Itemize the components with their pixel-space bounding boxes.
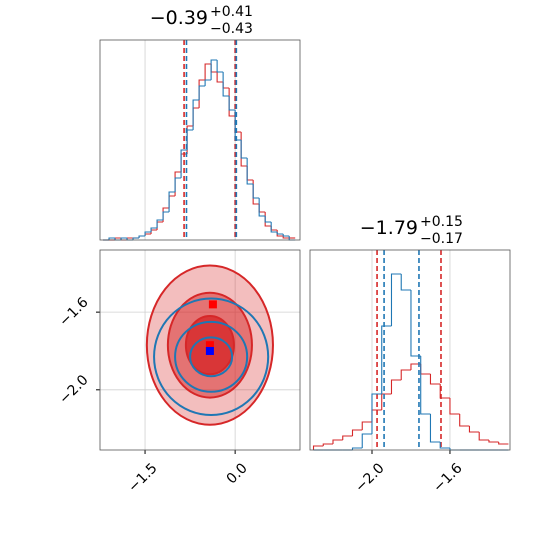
histogram-step <box>420 356 431 415</box>
histogram-step <box>381 325 392 394</box>
histogram-step <box>228 96 236 111</box>
histogram-step <box>322 443 334 446</box>
histogram-step <box>478 432 489 441</box>
histogram-step <box>198 85 206 100</box>
contour-level <box>189 336 234 378</box>
histogram-step <box>282 236 290 239</box>
histogram-step <box>410 363 421 370</box>
histogram-step <box>240 140 248 159</box>
histogram-step <box>351 429 363 436</box>
histogram-step <box>439 442 450 449</box>
histogram-step <box>351 447 363 450</box>
point-marker <box>208 300 217 309</box>
histogram-step <box>162 207 170 222</box>
y-tick-label: −1.6 <box>56 294 91 329</box>
panel-title-sup: +0.41 <box>210 4 253 20</box>
x-tick-label: −2.0 <box>352 460 387 495</box>
histogram-step <box>168 195 176 208</box>
histogram-step <box>174 177 182 192</box>
histogram-step <box>252 184 260 199</box>
histogram-step <box>498 442 509 445</box>
histogram-step <box>216 60 224 73</box>
histogram-step <box>198 79 206 108</box>
histogram-step <box>168 191 176 212</box>
x-tick-label: 0.0 <box>224 460 251 487</box>
histogram-step <box>258 204 266 213</box>
histogram-step <box>390 273 402 326</box>
histogram-step <box>150 227 158 232</box>
histogram-step <box>216 72 224 83</box>
histogram-step <box>429 414 441 443</box>
x-tick-label: −1.5 <box>125 460 160 495</box>
histogram-step <box>381 393 392 410</box>
panel-title-sup: +0.15 <box>420 214 463 230</box>
histogram-step <box>186 129 194 150</box>
histogram-step <box>264 216 272 223</box>
histogram-step <box>150 229 158 234</box>
contour-level <box>153 297 270 417</box>
histogram-step <box>162 211 170 220</box>
histogram-step <box>180 149 188 178</box>
y-tick-label: −2.0 <box>56 372 91 407</box>
histogram-step <box>192 99 200 130</box>
histogram-step <box>246 166 254 181</box>
point-marker <box>205 341 214 350</box>
histogram-step <box>228 88 236 117</box>
histogram-step <box>429 374 441 385</box>
histogram-step <box>410 290 421 357</box>
histogram-step <box>108 237 116 240</box>
point-marker <box>205 346 214 355</box>
histogram-step <box>332 439 343 444</box>
histogram-step <box>270 222 278 233</box>
histogram-step <box>138 235 146 238</box>
histogram-step <box>276 230 284 237</box>
histogram-step <box>282 234 290 237</box>
histogram-step <box>361 421 372 430</box>
axes-frame <box>99 249 301 451</box>
histogram-step <box>222 82 230 89</box>
histogram-step <box>222 72 230 97</box>
histogram-step <box>210 59 218 80</box>
histogram-step <box>210 64 218 73</box>
histogram-step <box>270 226 278 231</box>
histogram-step <box>192 107 200 126</box>
histogram-step <box>371 393 382 434</box>
histogram-step <box>204 63 212 80</box>
x-tick-label: −1.6 <box>430 460 465 495</box>
histogram-step <box>468 426 480 433</box>
histogram-step <box>449 398 460 415</box>
histogram-step <box>459 414 470 427</box>
histogram-step <box>156 221 164 230</box>
histogram-step <box>258 198 266 217</box>
histogram-step <box>390 379 402 394</box>
histogram-step <box>240 132 248 167</box>
histogram-step <box>264 212 272 227</box>
histogram-step <box>488 440 499 443</box>
histogram-step <box>252 180 260 205</box>
panel-title-sub: −0.17 <box>420 231 463 247</box>
histogram-step <box>234 110 242 141</box>
histogram-step <box>246 158 254 185</box>
axes-frame <box>99 39 301 241</box>
histogram-step <box>420 364 431 375</box>
histogram-step <box>276 232 284 235</box>
histogram-step <box>400 274 411 291</box>
panel-title-sub: −0.43 <box>210 21 253 37</box>
histogram-step <box>144 233 152 236</box>
panel-title: −0.39 <box>150 7 208 29</box>
axes-frame <box>309 249 511 451</box>
histogram-step <box>144 231 152 236</box>
histogram-step <box>204 79 212 86</box>
histogram-step <box>342 435 353 440</box>
histogram-step <box>132 237 140 240</box>
histogram-step <box>156 219 164 228</box>
histogram-step <box>312 445 324 450</box>
histogram-step <box>174 171 182 196</box>
histogram-step <box>400 369 411 380</box>
panel-title: −1.79 <box>360 217 418 239</box>
contour-level <box>174 320 249 393</box>
histogram-step <box>361 433 372 448</box>
histogram-step <box>120 237 128 240</box>
